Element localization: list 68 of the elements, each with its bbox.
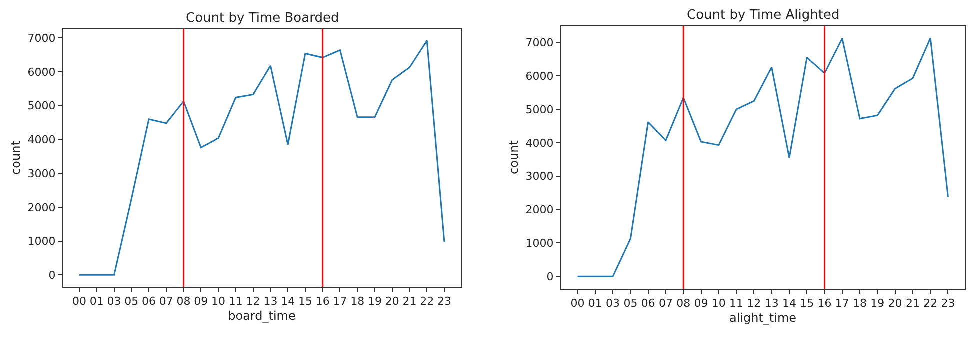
x-tick-label: 11 [228, 295, 243, 308]
y-tick-label: 6000 [526, 70, 554, 83]
x-tick-label: 22 [420, 295, 434, 308]
x-tick-label: 16 [818, 297, 832, 310]
x-tick-label: 17 [333, 295, 348, 308]
x-tick-label: 06 [641, 297, 656, 310]
x-tick-label: 18 [853, 297, 868, 310]
x-tick-label: 19 [368, 295, 382, 308]
x-tick-label: 13 [264, 295, 278, 308]
x-tick-label: 23 [437, 295, 452, 308]
x-tick-label: 20 [888, 297, 902, 310]
x-tick-label: 15 [800, 297, 814, 310]
x-tick-label: 01 [588, 297, 602, 310]
x-tick-label: 17 [835, 297, 850, 310]
x-tick-label: 12 [747, 297, 762, 310]
x-tick-label: 05 [124, 295, 139, 308]
x-tick-label: 18 [350, 295, 365, 308]
x-tick-label: 09 [194, 295, 208, 308]
y-tick-label: 5000 [28, 100, 56, 113]
y-tick-label: 4000 [28, 134, 56, 147]
y-axis-title: count [9, 140, 24, 175]
x-tick-label: 16 [316, 295, 330, 308]
x-tick-label: 21 [906, 297, 920, 310]
y-tick-label: 6000 [28, 66, 56, 79]
line-series [78, 40, 446, 276]
x-tick-label: 03 [606, 297, 620, 310]
y-tick-label: 0 [48, 269, 56, 282]
x-tick-label: 23 [941, 297, 956, 310]
x-tick-label: 22 [924, 297, 938, 310]
x-tick-label: 15 [298, 295, 312, 308]
y-tick-label: 0 [546, 270, 554, 284]
x-tick-label: 21 [402, 295, 417, 308]
chart-title: Count by Time Boarded [186, 11, 340, 26]
x-tick-label: 12 [246, 295, 260, 308]
x-tick-label: 00 [570, 297, 585, 310]
x-tick-label: 05 [624, 297, 638, 310]
y-tick-label: 4000 [526, 136, 554, 150]
y-tick-label: 2000 [526, 204, 554, 217]
x-tick-label: 14 [281, 295, 296, 308]
y-tick-label: 7000 [28, 32, 56, 45]
x-tick-label: 07 [159, 295, 174, 308]
x-tick-label: 10 [712, 297, 726, 310]
y-tick-label: 7000 [526, 36, 554, 50]
x-tick-label: 20 [385, 295, 400, 308]
x-tick-label: 11 [730, 297, 744, 310]
chart-title: Count by Time Alighted [687, 8, 840, 23]
y-tick-label: 5000 [526, 103, 554, 116]
line-series [577, 38, 949, 278]
x-tick-label: 01 [90, 295, 104, 308]
y-tick-label: 3000 [526, 170, 554, 184]
y-tick-label: 2000 [28, 201, 56, 214]
y-tick-label: 1000 [28, 235, 56, 248]
y-tick-label: 1000 [526, 237, 554, 250]
x-tick-label: 07 [658, 297, 673, 310]
x-tick-label: 03 [107, 295, 122, 308]
x-tick-label: 13 [764, 297, 779, 310]
x-tick-label: 00 [72, 295, 87, 308]
x-axis-title: alight_time [729, 311, 797, 326]
x-tick-label: 14 [782, 297, 796, 310]
x-tick-label: 19 [870, 297, 885, 310]
x-tick-label: 08 [176, 295, 191, 308]
x-tick-label: 08 [676, 297, 691, 310]
x-axis-title: board_time [228, 309, 296, 324]
x-tick-label: 06 [142, 295, 156, 308]
x-tick-label: 10 [212, 295, 226, 308]
y-axis-title: count [507, 140, 522, 174]
y-tick-label: 3000 [28, 167, 56, 180]
x-tick-label: 09 [694, 297, 708, 310]
